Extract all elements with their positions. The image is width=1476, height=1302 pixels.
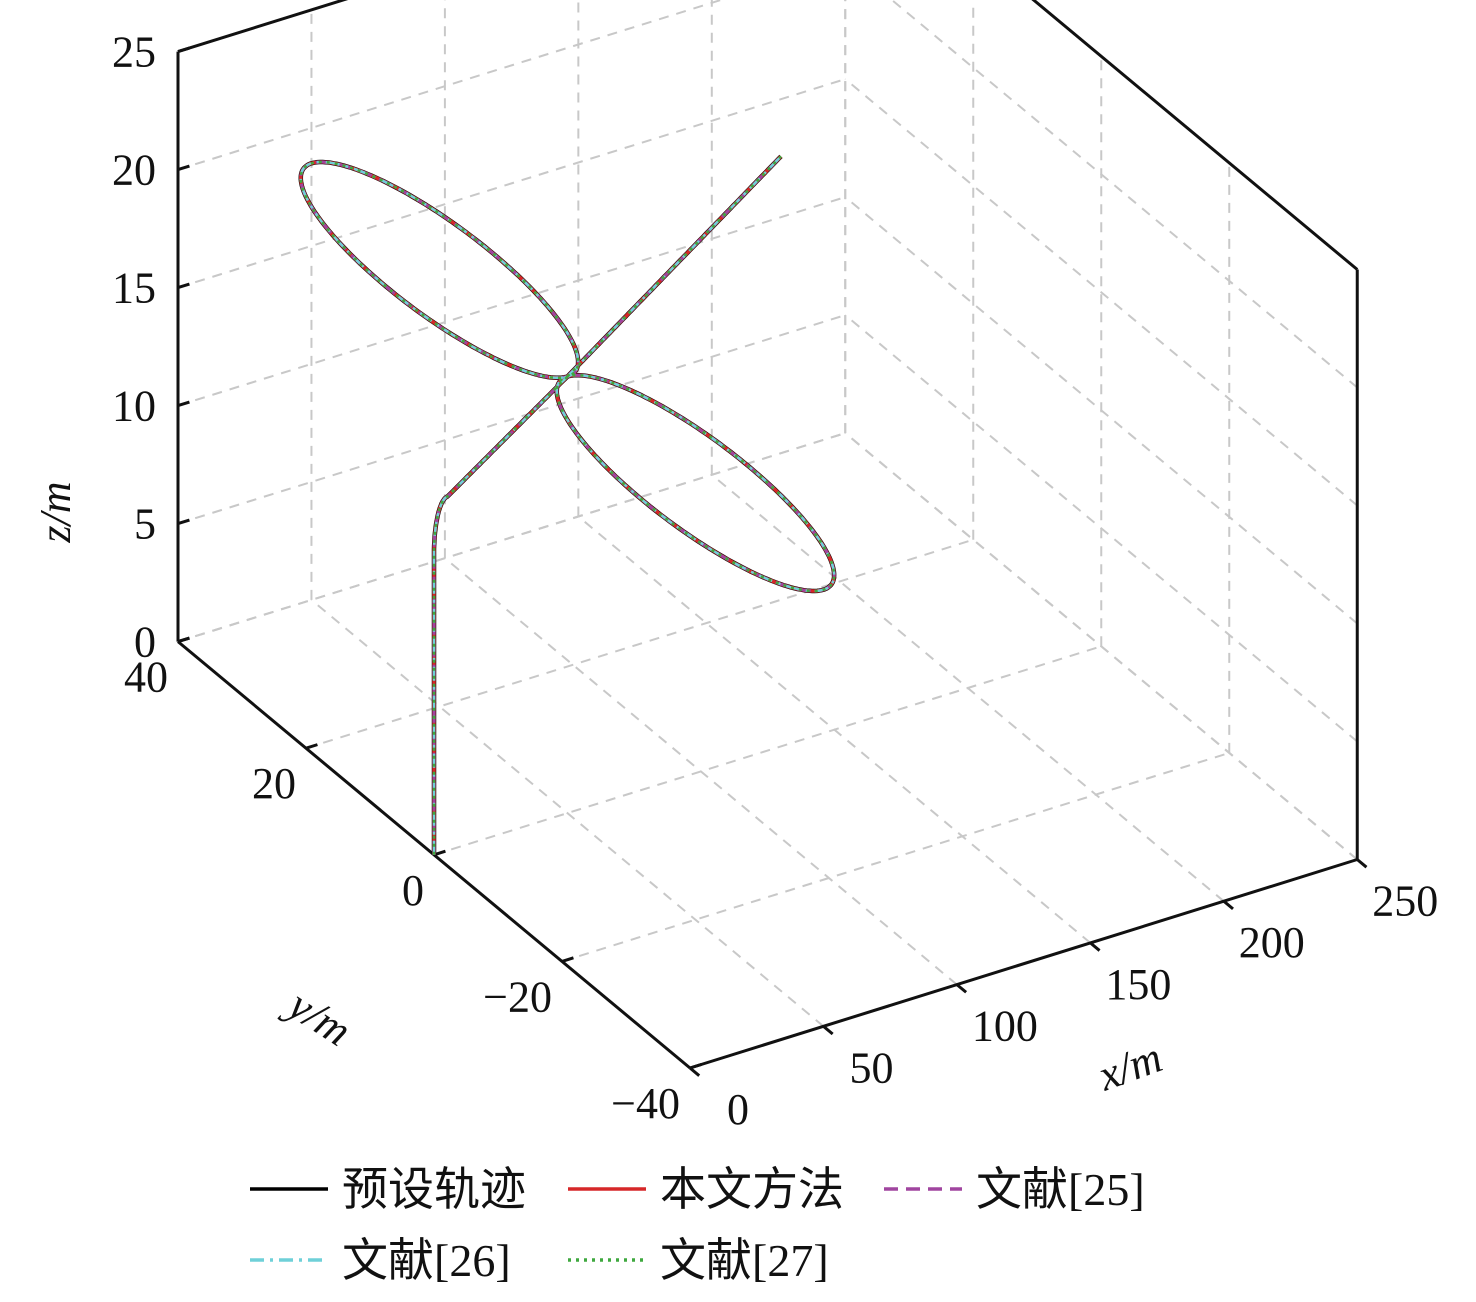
z-tick xyxy=(177,400,190,408)
axes-box xyxy=(176,0,1359,1070)
x-tick xyxy=(1356,858,1368,869)
y-tick-label: −40 xyxy=(611,1079,680,1128)
z-tick xyxy=(177,636,190,644)
box-edge-top-right xyxy=(1031,0,1359,271)
x-axis-line xyxy=(689,858,1358,1070)
x-tick-label: 50 xyxy=(849,1043,893,1092)
grid-line-z-backwall xyxy=(177,78,846,289)
z-tick-label: 5 xyxy=(134,500,156,549)
z-tick-label: 0 xyxy=(134,618,156,667)
grid-line-z-backwall xyxy=(177,0,347,53)
x-tick-label: 200 xyxy=(1239,918,1305,967)
z-tick-label: 25 xyxy=(112,28,156,77)
grid-line-z-sidewall xyxy=(844,314,1358,743)
series-line-2 xyxy=(299,155,836,855)
grid-line-y-floor xyxy=(433,645,1102,856)
y-tick-label: 0 xyxy=(402,866,424,915)
legend-label-5: 文献[27] xyxy=(660,1235,829,1286)
series-line-5 xyxy=(299,155,836,855)
grid-line-y-floor xyxy=(305,538,974,750)
z-tick xyxy=(177,518,190,526)
y-tick-label: −20 xyxy=(483,972,552,1021)
grid-line-z-sidewall xyxy=(844,78,1358,507)
legend-label-4: 文献[26] xyxy=(342,1235,511,1286)
grid-line-y-floor xyxy=(561,751,1230,963)
x-tick-label: 0 xyxy=(727,1085,749,1134)
grid-line-z-backwall xyxy=(177,314,846,525)
z-tick-label: 15 xyxy=(112,264,156,313)
series-lines xyxy=(298,154,837,855)
y-tick xyxy=(305,743,318,750)
legend: 预设轨迹 本文方法 文献[25] 文献[26] 文献[27] xyxy=(250,1164,1145,1286)
legend-label-2: 本文方法 xyxy=(660,1164,844,1215)
x-tick xyxy=(689,1066,701,1077)
y-axis-label: y/m xyxy=(277,978,360,1056)
x-tick-label: 100 xyxy=(972,1002,1038,1051)
grid-line-x-floor xyxy=(310,599,825,1028)
legend-label-1: 预设轨迹 xyxy=(342,1164,526,1215)
grid-line-z-backwall xyxy=(177,432,846,643)
x-tick xyxy=(1089,941,1101,952)
x-tick-label: 250 xyxy=(1372,877,1438,926)
grid-line-z-sidewall xyxy=(844,432,1358,861)
series-line-3 xyxy=(299,155,836,855)
x-tick-label: 150 xyxy=(1105,960,1171,1009)
box-edge-top-back xyxy=(177,0,349,54)
z-tick xyxy=(177,46,190,54)
ticks xyxy=(177,46,1368,1077)
grid-line-z-backwall xyxy=(177,0,725,171)
legend-label-3: 文献[25] xyxy=(976,1164,1145,1215)
y-tick xyxy=(689,1062,702,1070)
y-tick xyxy=(561,956,574,963)
grid-line-z-sidewall xyxy=(890,0,1358,389)
x-axis-label: x/m xyxy=(1091,1032,1168,1100)
x-tick xyxy=(1222,900,1234,911)
y-tick-label: 20 xyxy=(252,759,296,808)
y-tick-label: 40 xyxy=(124,653,168,702)
z-tick-label: 10 xyxy=(112,382,156,431)
grid xyxy=(177,0,1359,1069)
grid-line-z-backwall xyxy=(177,196,846,407)
z-tick xyxy=(177,164,190,172)
z-tick-label: 20 xyxy=(112,146,156,195)
series-line-1 xyxy=(298,154,837,855)
x-tick xyxy=(822,1025,834,1036)
z-tick xyxy=(177,282,190,290)
z-axis-label: z/m xyxy=(31,481,80,543)
x-tick xyxy=(955,983,968,994)
series-line-4 xyxy=(299,155,836,855)
grid-line-z-sidewall xyxy=(844,196,1358,625)
